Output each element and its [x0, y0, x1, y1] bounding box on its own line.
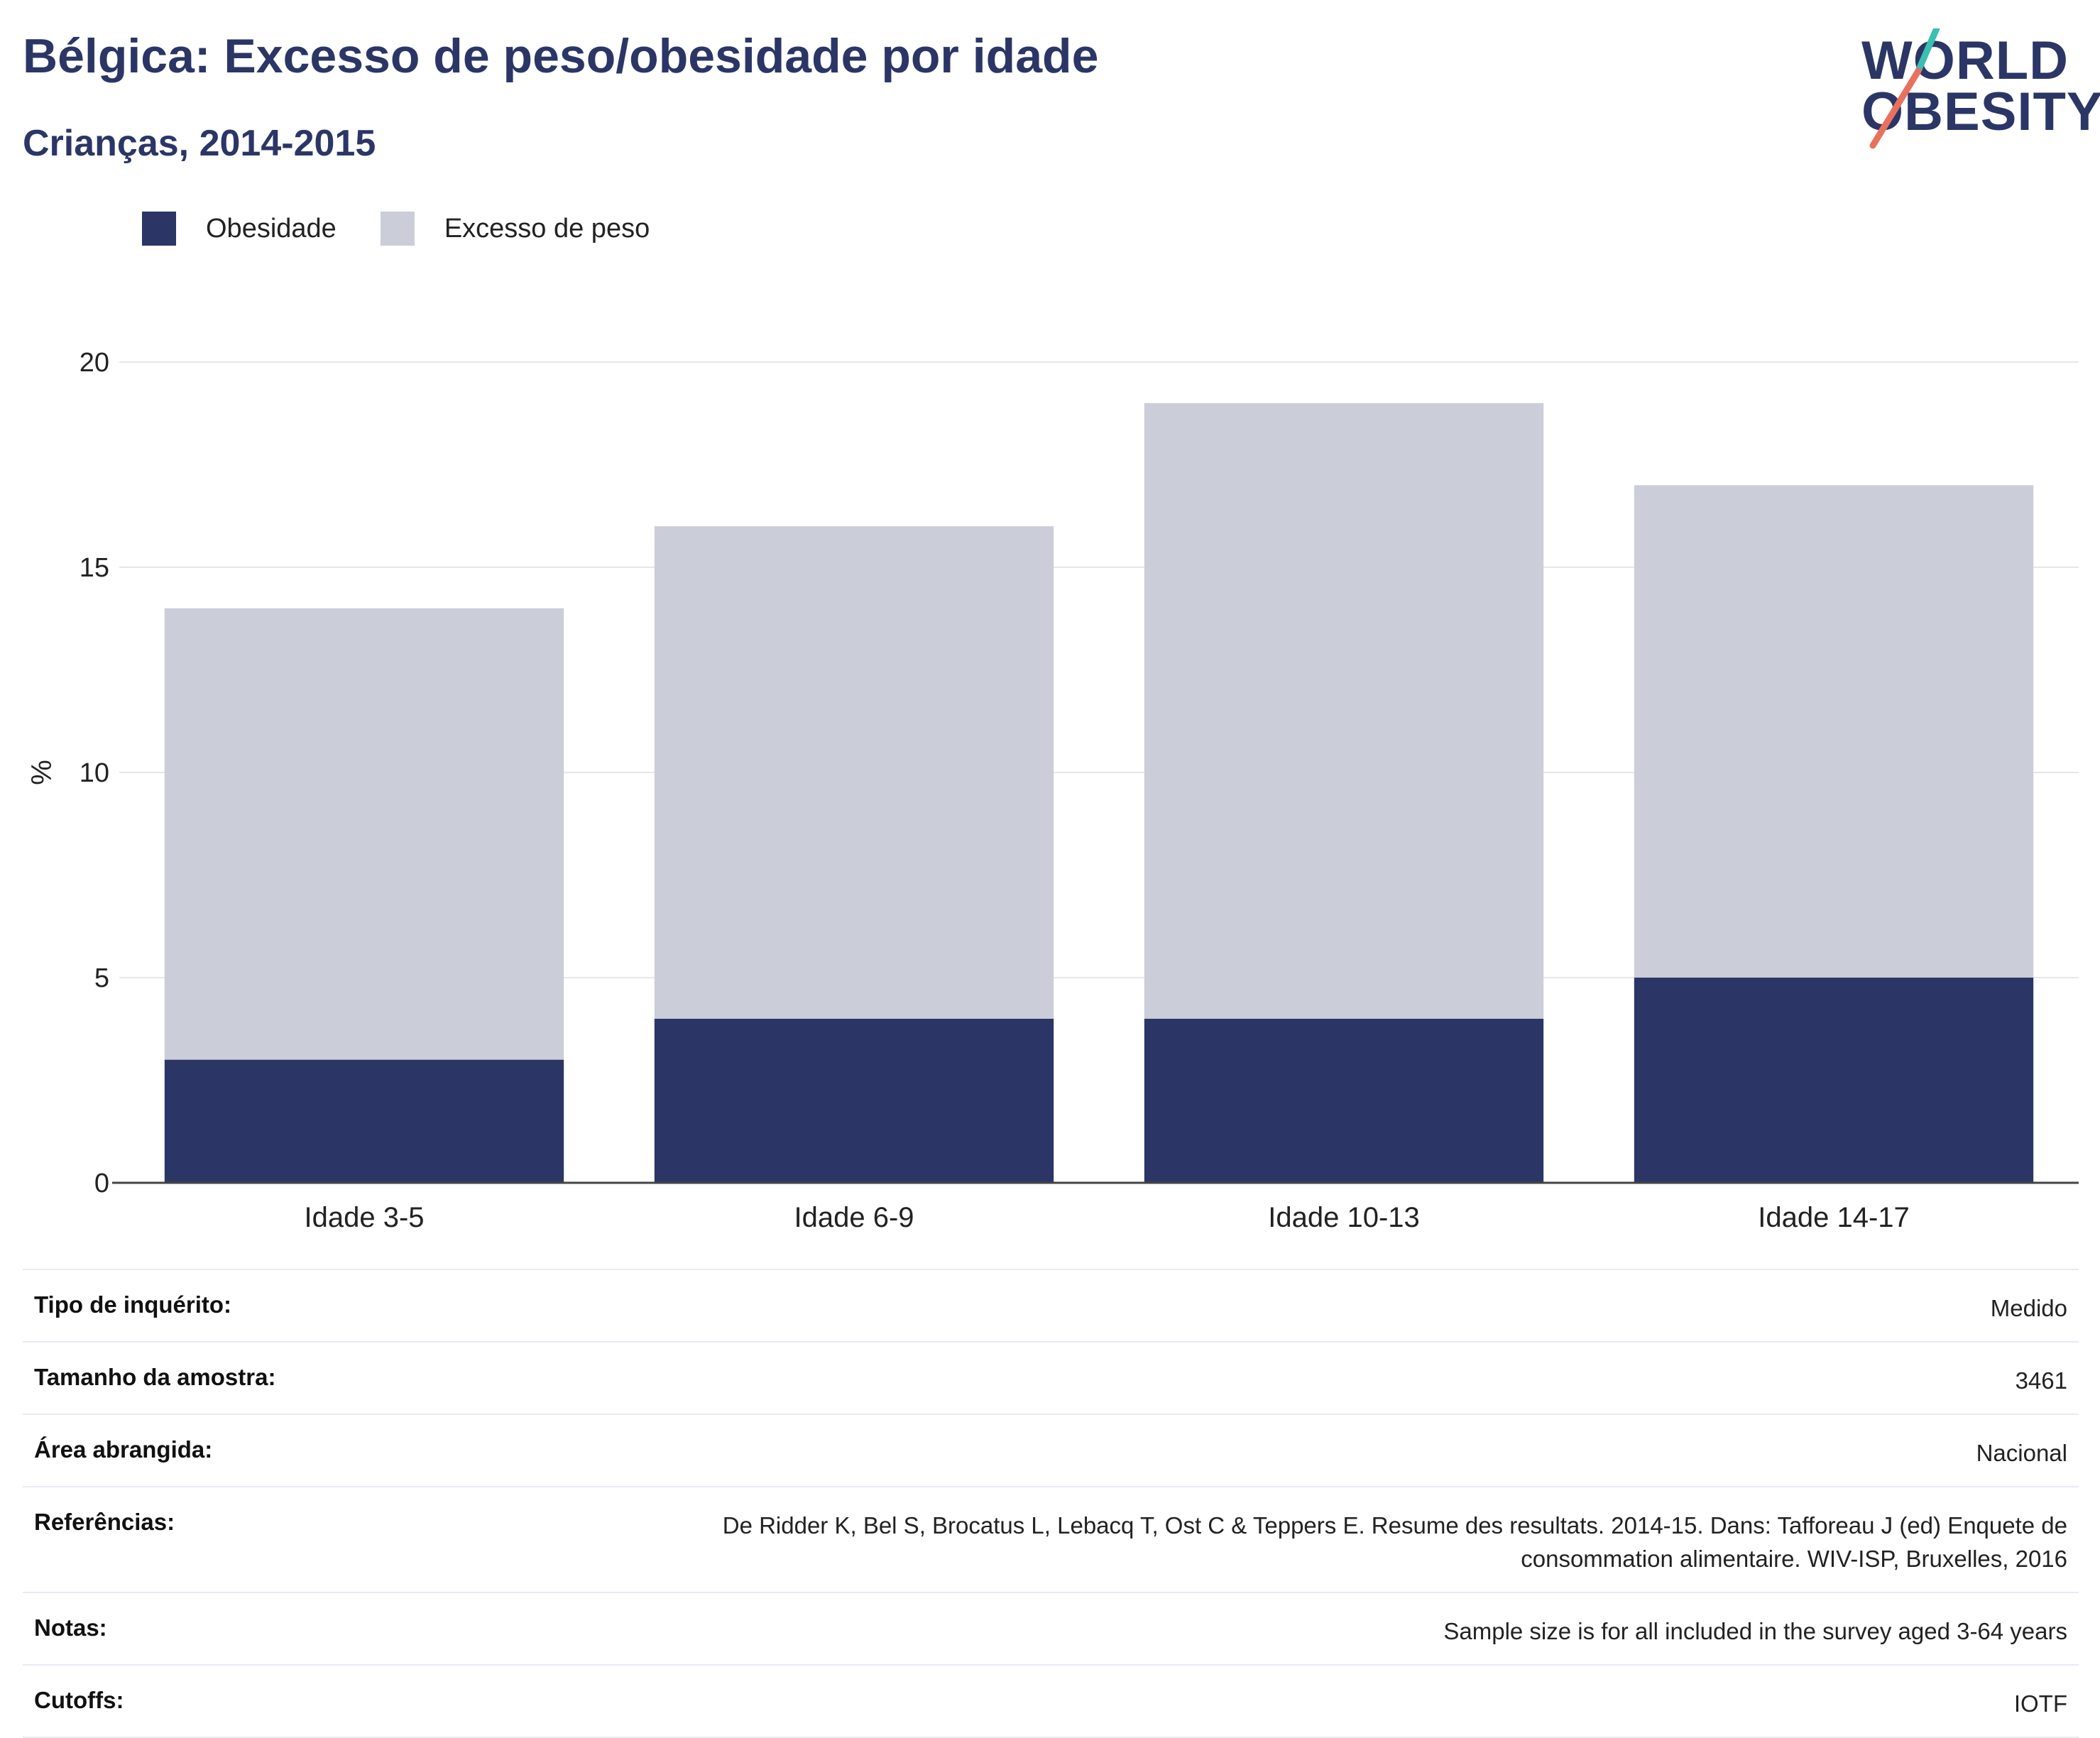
survey-info-table: Tipo de inquérito: Medido Tamanho da amost… — [23, 1269, 2079, 1738]
legend-swatch-obesity — [142, 212, 176, 246]
info-label: Área abrangida: — [34, 1436, 213, 1463]
logo-slash-icon — [1869, 28, 1940, 149]
info-row: Referências: De Ridder K, Bel S, Brocatus… — [23, 1485, 2079, 1592]
legend-item-obesity: Obesidade — [142, 212, 337, 246]
info-row: Área abrangida: Nacional — [23, 1413, 2079, 1486]
bar-obesity — [1634, 978, 2034, 1183]
x-tick-label: Idade 14-17 — [1758, 1202, 1910, 1233]
info-value: IOTF — [2013, 1690, 2067, 1717]
info-row: Tamanho da amostra: 3461 — [23, 1340, 2079, 1414]
x-tick-label: Idade 3-5 — [304, 1202, 424, 1233]
info-label: Referências: — [34, 1508, 175, 1535]
world-obesity-logo: WORLD OBESITY — [1853, 28, 2100, 149]
x-tick-label: Idade 10-13 — [1268, 1202, 1420, 1233]
bar-overweight — [164, 608, 564, 1060]
chart-subtitle: Crianças, 2014-2015 — [23, 123, 376, 164]
legend-label-obesity: Obesidade — [206, 213, 337, 244]
chart-legend: Obesidade Excesso de peso — [142, 212, 694, 246]
y-tick-label: 5 — [94, 963, 109, 993]
info-label: Tipo de inquérito: — [34, 1291, 232, 1318]
bar-overweight — [1634, 485, 2034, 978]
info-row: Notas: Sample size is for all included in… — [23, 1592, 2079, 1664]
y-tick-label: 20 — [80, 348, 109, 378]
bar-obesity — [654, 1018, 1054, 1183]
legend-item-overweight: Excesso de peso — [380, 212, 650, 246]
logo-word-world: WORLD — [1861, 31, 2069, 91]
info-value: De Ridder K, Bel S, Brocatus L, Lebacq T… — [722, 1512, 2067, 1573]
legend-swatch-overweight — [380, 212, 415, 246]
y-tick-label: 10 — [80, 758, 109, 788]
info-label: Notas: — [34, 1614, 107, 1641]
bar-obesity — [164, 1059, 564, 1183]
info-label: Cutoffs: — [34, 1687, 124, 1714]
y-axis-label: % — [26, 760, 58, 785]
info-value: Nacional — [1976, 1439, 2067, 1466]
info-row: Cutoffs: IOTF — [23, 1664, 2079, 1738]
info-label: Tamanho da amostra: — [34, 1363, 276, 1390]
x-tick-label: Idade 6-9 — [794, 1202, 914, 1233]
chart-title: Bélgica: Excesso de peso/obesidade por i… — [23, 29, 1099, 83]
legend-label-overweight: Excesso de peso — [444, 213, 650, 244]
bar-obesity — [1144, 1018, 1544, 1183]
info-value: 3461 — [2015, 1367, 2067, 1394]
info-value: Sample size is for all included in the s… — [1443, 1618, 2067, 1645]
info-value: Medido — [1990, 1295, 2067, 1321]
y-tick-label: 0 — [94, 1169, 109, 1198]
bar-overweight — [654, 526, 1054, 1019]
info-row: Tipo de inquérito: Medido — [23, 1269, 2079, 1341]
y-tick-label: 15 — [80, 553, 109, 583]
stacked-bar-chart: 0 5 10 15 20% Idade 3-5 Idade 6-9 Idade 10-13 Id… — [26, 348, 2079, 1233]
bar-overweight — [1144, 403, 1544, 1019]
